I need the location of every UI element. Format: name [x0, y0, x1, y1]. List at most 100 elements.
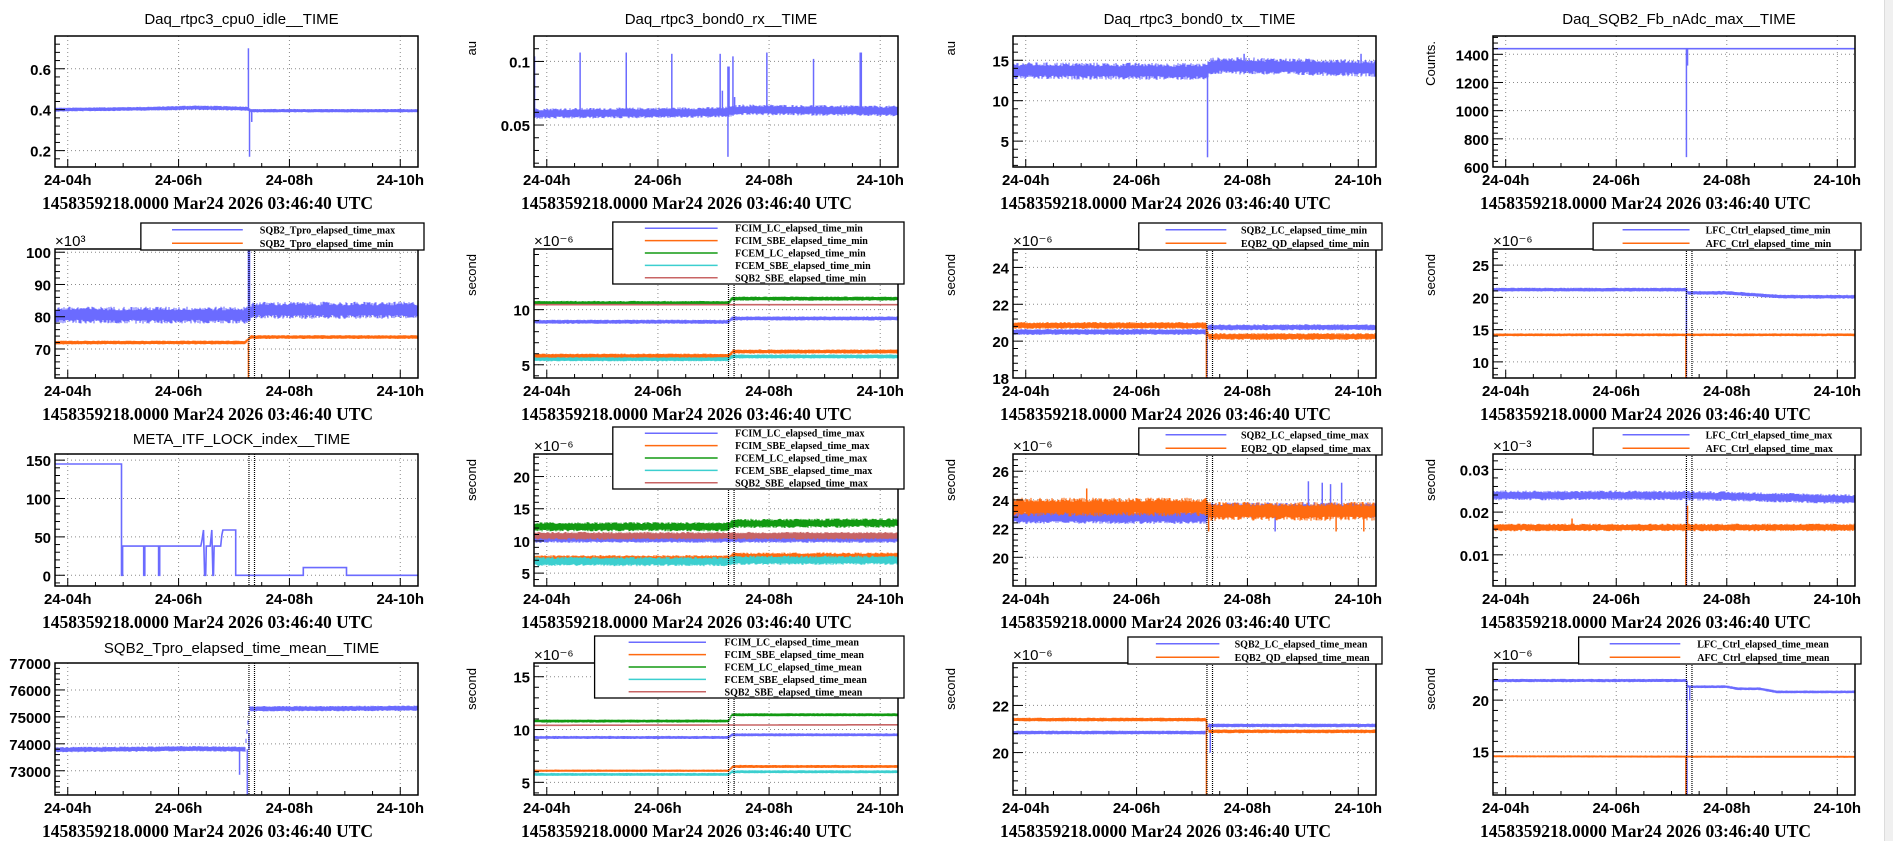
y-tick-label: 76000	[9, 683, 51, 700]
x-tick-label: 24-04h	[1002, 800, 1050, 817]
plot-area	[55, 463, 418, 577]
legend-item[interactable]: EQB2_QD_elapsed_time_min	[1165, 239, 1370, 250]
x-tick-label: 24-08h	[1224, 591, 1272, 608]
series-AFC_Ctrl_elapsed_time_mean	[1493, 755, 1855, 795]
legend-item[interactable]: FCIM_LC_elapsed_time_mean	[628, 638, 860, 649]
legend-item[interactable]: AFC_Ctrl_elapsed_time_max	[1622, 444, 1833, 455]
legend-item[interactable]: FCEM_LC_elapsed_time_mean	[628, 663, 863, 674]
y-tick-label: 90	[34, 277, 51, 294]
x-tick-label: 24-04h	[1482, 383, 1530, 400]
chart-title: Daq_rtpc3_cpu0_idle__TIME	[144, 11, 338, 28]
x-tick-label: 24-06h	[1592, 591, 1640, 608]
plot-area	[1493, 287, 1855, 378]
legend-item[interactable]: EQB2_QD_elapsed_time_mean	[1155, 653, 1370, 664]
legend-item[interactable]: FCIM_SBE_elapsed_time_max	[644, 441, 870, 452]
legend-label: SQB2_LC_elapsed_time_mean	[1235, 639, 1368, 650]
series-band	[1013, 717, 1376, 734]
y-tick-label: 0.4	[30, 103, 52, 120]
legend-item[interactable]: FCEM_SBE_elapsed_time_mean	[628, 675, 868, 686]
legend-item[interactable]: FCEM_SBE_elapsed_time_min	[644, 261, 871, 272]
x-axis-timestamp: 1458359218.0000 Mar24 2026 03:46:40 UTC	[1480, 193, 1811, 213]
y-tick-label: 100	[26, 245, 51, 262]
scrollbar[interactable]	[1884, 0, 1893, 841]
y-tick-label: 77000	[9, 656, 51, 673]
series-FCEM_SBE_elapsed_time_max	[534, 555, 898, 567]
x-tick-label: 24-04h	[1002, 172, 1050, 189]
y-tick-label: 0.1	[509, 54, 530, 71]
x-tick-label: 24-04h	[1002, 383, 1050, 400]
legend-item[interactable]: SQB2_SBE_elapsed_time_max	[644, 478, 868, 489]
y-tick-label: 50	[34, 530, 51, 547]
legend-label: SQB2_LC_elapsed_time_min	[1241, 225, 1368, 236]
x-tick-label: 24-10h	[377, 800, 425, 817]
x-tick-label: 24-04h	[523, 591, 571, 608]
plot-frame	[533, 35, 899, 168]
plot-frame	[1492, 453, 1856, 587]
y-tick-label: 150	[26, 453, 51, 470]
x-tick-label: 24-10h	[1814, 172, 1862, 189]
y-tick-label: 24	[992, 493, 1009, 510]
series-AFC_Ctrl_elapsed_time_max	[1493, 505, 1855, 586]
y-tick-label: 10	[513, 303, 530, 320]
legend-item[interactable]: FCIM_LC_elapsed_time_min	[644, 224, 863, 235]
legend-box	[1577, 636, 1862, 665]
legend-item[interactable]: SQB2_SBE_elapsed_time_mean	[628, 687, 863, 698]
y-tick-label: 0	[43, 568, 51, 585]
x-axis-timestamp: 1458359218.0000 Mar24 2026 03:46:40 UTC	[521, 193, 852, 213]
x-tick-label: 24-08h	[266, 172, 314, 189]
legend-item[interactable]: FCEM_LC_elapsed_time_max	[644, 454, 867, 465]
x-tick-label: 24-04h	[44, 383, 92, 400]
chart-panel-6: 5 10 24-04h 24-06h 24-08h 24-10h1458359218.00…	[464, 221, 905, 424]
legend-item[interactable]: SQB2_Tpro_elapsed_time_min	[172, 239, 394, 250]
plot-area	[534, 296, 898, 362]
legend-label: AFC_Ctrl_elapsed_time_mean	[1697, 653, 1830, 664]
legend-item[interactable]: FCEM_LC_elapsed_time_min	[644, 249, 866, 260]
legend-label: EQB2_QD_elapsed_time_max	[1241, 444, 1371, 455]
y-tick-label: 1400	[1456, 47, 1489, 64]
legend-item[interactable]: AFC_Ctrl_elapsed_time_mean	[1609, 653, 1830, 664]
y-tick-label: 20	[1472, 290, 1489, 307]
legend-item[interactable]: LFC_Ctrl_elapsed_time_max	[1622, 430, 1833, 441]
x-tick-label: 24-08h	[745, 172, 793, 189]
legend-label: FCEM_SBE_elapsed_time_max	[735, 466, 872, 477]
legend-item[interactable]: LFC_Ctrl_elapsed_time_min	[1622, 225, 1831, 236]
legend-item[interactable]: SQB2_LC_elapsed_time_max	[1165, 430, 1369, 441]
legend-label: SQB2_Tpro_elapsed_time_max	[260, 225, 395, 236]
x-tick-label: 24-10h	[1335, 800, 1383, 817]
series-SQB2_Tpro_elapsed_time_mean	[55, 705, 418, 795]
series-SQB2_LC_elapsed_time_min	[1013, 324, 1376, 378]
x-axis-timestamp: 1458359218.0000 Mar24 2026 03:46:40 UTC	[521, 404, 852, 424]
legend-item[interactable]: FCEM_SBE_elapsed_time_max	[644, 466, 872, 477]
legend-item[interactable]: SQB2_Tpro_elapsed_time_max	[172, 225, 395, 236]
x-tick-label: 24-08h	[266, 800, 314, 817]
x-tick-label: 24-08h	[1703, 383, 1751, 400]
legend-item[interactable]: SQB2_LC_elapsed_time_min	[1165, 225, 1368, 236]
legend-item[interactable]: LFC_Ctrl_elapsed_time_mean	[1609, 639, 1830, 650]
series-FCEM_LC_elapsed_time_mean	[534, 713, 898, 723]
legend-item[interactable]: EQB2_QD_elapsed_time_max	[1165, 444, 1371, 455]
legend-box	[1138, 427, 1383, 456]
plot-area	[1013, 322, 1376, 378]
y-tick-label: 73000	[9, 764, 51, 781]
chart-panel-1: Daq_rtpc3_cpu0_idle__TIME 0.2 0.4 0.6 24-04h…	[30, 11, 424, 213]
legend-item[interactable]: SQB2_SBE_elapsed_time_min	[644, 273, 867, 284]
x-tick-label: 24-10h	[1814, 800, 1862, 817]
series-SQB2_SBE_elapsed_time_mean	[534, 724, 898, 727]
legend-item[interactable]: SQB2_LC_elapsed_time_mean	[1155, 639, 1368, 650]
legend-item[interactable]: FCIM_LC_elapsed_time_max	[644, 429, 865, 440]
legend: SQB2_LC_elapsed_time_mean EQB2_QD_elapsed…	[1127, 636, 1383, 665]
chart-panel-13: SQB2_Tpro_elapsed_time_mean__TIME 73000 74…	[9, 640, 425, 841]
chart-panel-4: Daq_SQB2_Fb_nAdc_max__TIME 600 800 1000 1200…	[1423, 11, 1861, 213]
legend-item[interactable]: FCIM_SBE_elapsed_time_mean	[628, 650, 865, 661]
series-FCEM_LC_elapsed_time_min	[534, 296, 898, 306]
legend-box	[1138, 222, 1383, 251]
plot-area	[534, 52, 898, 157]
y-tick-label: 15	[992, 53, 1009, 70]
x-tick-label: 24-06h	[1592, 172, 1640, 189]
legend-item[interactable]: AFC_Ctrl_elapsed_time_min	[1622, 239, 1832, 250]
x-tick-label: 24-06h	[1113, 591, 1161, 608]
x-axis-timestamp: 1458359218.0000 Mar24 2026 03:46:40 UTC	[1480, 612, 1811, 632]
x-tick-label: 24-04h	[44, 800, 92, 817]
legend-item[interactable]: FCIM_SBE_elapsed_time_min	[644, 236, 868, 247]
